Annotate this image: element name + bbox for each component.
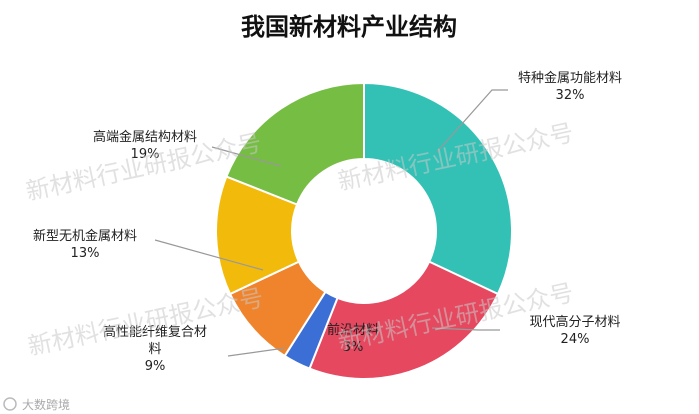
slice-label-4: 新型无机金属材料 [33,228,137,244]
leader-line-5 [211,146,282,167]
slice-5 [225,81,365,206]
logo: 大数跨境 [3,397,70,412]
logo-icon [3,397,17,411]
slice-percent-5: 19% [131,147,160,162]
slice-label-5: 高端金属结构材料 [93,129,197,145]
slice-percent-4: 13% [71,246,100,261]
leader-line-0 [436,89,508,153]
slice-percent-2: 3% [343,340,364,355]
donut-slices [215,81,513,380]
watermark-2: 新材料行业研报公众号 [25,284,266,361]
slice-1 [308,260,500,380]
slice-label-3-line-1: 料 [148,342,161,357]
logo-text: 大数跨境 [22,397,70,412]
slice-percent-3: 9% [145,359,166,374]
slice-label-1: 现代高分子材料 [529,314,620,330]
slice-label-3-line-0: 高性能纤维复合材 [103,324,207,340]
slice-0 [363,81,513,296]
chart-title: 我国新材料产业结构 [241,12,457,41]
leader-line-4 [154,239,264,271]
leader-line-3 [227,347,286,357]
slice-percent-0: 32% [556,88,585,103]
slice-label-0: 特种金属功能材料 [518,70,622,86]
slice-percent-1: 24% [561,332,590,347]
leader-line-1 [431,327,500,331]
slice-label-2: 前沿材料 [327,322,379,338]
leader-lines [154,89,508,357]
